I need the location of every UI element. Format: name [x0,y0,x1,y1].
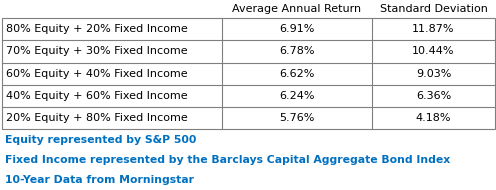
Text: Standard Deviation: Standard Deviation [379,4,488,14]
Text: 80% Equity + 20% Fixed Income: 80% Equity + 20% Fixed Income [6,24,188,34]
Text: 11.87%: 11.87% [412,24,455,34]
Text: Fixed Income represented by the Barclays Capital Aggregate Bond Index: Fixed Income represented by the Barclays… [5,155,450,165]
Text: 20% Equity + 80% Fixed Income: 20% Equity + 80% Fixed Income [6,113,188,123]
Text: 5.76%: 5.76% [279,113,314,123]
Text: Average Annual Return: Average Annual Return [232,4,361,14]
Text: 6.24%: 6.24% [279,91,314,101]
Text: 70% Equity + 30% Fixed Income: 70% Equity + 30% Fixed Income [6,46,188,56]
Text: Equity represented by S&P 500: Equity represented by S&P 500 [5,135,196,145]
Text: 6.91%: 6.91% [279,24,314,34]
Text: 10.44%: 10.44% [412,46,455,56]
Text: 6.78%: 6.78% [279,46,314,56]
Bar [2,18,495,129]
Text: 9.03%: 9.03% [416,69,451,79]
Text: 40% Equity + 60% Fixed Income: 40% Equity + 60% Fixed Income [6,91,188,101]
Text: 60% Equity + 40% Fixed Income: 60% Equity + 40% Fixed Income [6,69,188,79]
Text: 6.36%: 6.36% [416,91,451,101]
Text: 10-Year Data from Morningstar: 10-Year Data from Morningstar [5,175,194,185]
Text: 4.18%: 4.18% [416,113,451,123]
Text: 6.62%: 6.62% [279,69,314,79]
